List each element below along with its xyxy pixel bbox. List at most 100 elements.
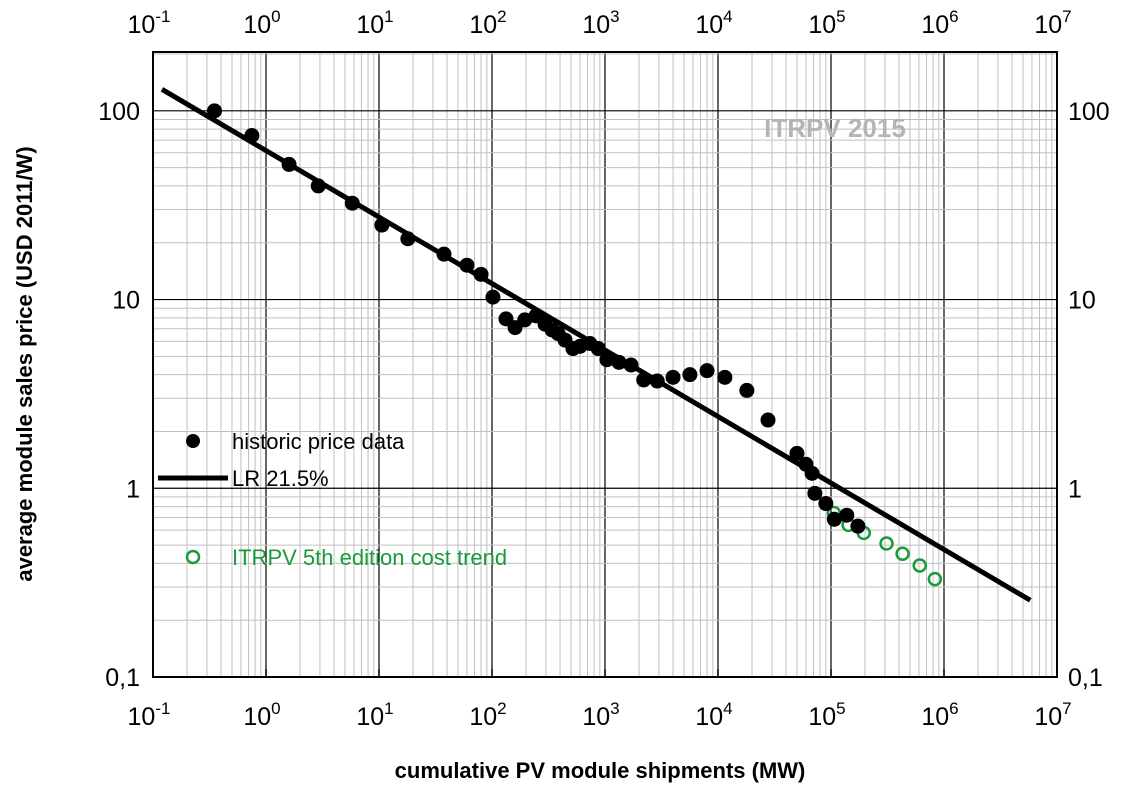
tick-exponent: 7: [1062, 699, 1071, 718]
tick-exponent: -1: [155, 699, 170, 718]
x-tick-label-top: 106: [921, 7, 958, 39]
historic-price-point: [682, 367, 698, 383]
y-tick-label-left: 0,1: [105, 664, 140, 692]
x-axis-label: cumulative PV module shipments (MW): [395, 758, 806, 783]
y-tick-label-right: 1: [1068, 475, 1082, 503]
tick-exponent: 4: [723, 7, 732, 26]
tick-exponent: 1: [384, 7, 393, 26]
historic-price-point: [374, 217, 390, 233]
tick-exponent: 5: [836, 7, 845, 26]
tick-base: 10: [695, 703, 723, 731]
y-axis-label: average module sales price (USD 2011/W): [12, 146, 37, 581]
historic-price-point: [839, 507, 855, 523]
tick-base: 10: [921, 11, 949, 39]
tick-base: 10: [1034, 703, 1062, 731]
x-tick-label-top: 101: [356, 7, 393, 39]
historic-price-point: [611, 354, 627, 370]
itrpv-cost-trend-point: [895, 546, 910, 561]
x-tick-label-top: 103: [582, 7, 619, 39]
tick-base: 10: [243, 703, 271, 731]
historic-price-point: [400, 231, 416, 247]
x-tick-label-bottom: 106: [921, 699, 958, 731]
itrpv-cost-trend-point: [879, 536, 894, 551]
tick-exponent: 5: [836, 699, 845, 718]
historic-price-point: [244, 128, 260, 144]
x-tick-label-bottom: 10-1: [128, 699, 171, 731]
x-tick-label-top: 105: [808, 7, 845, 39]
historic-price-point: [473, 266, 489, 282]
tick-exponent: -1: [155, 7, 170, 26]
y-tick-label-right: 0,1: [1068, 664, 1103, 692]
y-tick-label-right: 100: [1068, 98, 1110, 126]
y-tick-label-right: 10: [1068, 287, 1096, 315]
tick-exponent: 3: [610, 7, 619, 26]
x-tick-label-bottom: 101: [356, 699, 393, 731]
legend: historic price data LR 21.5% ITRPV 5th e…: [158, 429, 507, 570]
itrpv-cost-trend-point: [912, 558, 927, 573]
y-tick-label-left: 100: [98, 98, 140, 126]
legend-label-historic: historic price data: [232, 429, 405, 454]
itrpv-cost-trend-point: [927, 571, 943, 587]
x-tick-label-top: 100: [243, 7, 280, 39]
tick-exponent: 1: [384, 699, 393, 718]
x-tick-label-bottom: 104: [695, 699, 732, 731]
historic-price-point: [739, 382, 755, 398]
tick-base: 10: [356, 703, 384, 731]
x-tick-label-bottom: 107: [1034, 699, 1071, 731]
tick-base: 10: [582, 703, 610, 731]
ticks: 10-110-110010010110110210210310310410410…: [98, 7, 1109, 731]
tick-base: 10: [356, 11, 384, 39]
historic-price-point: [818, 496, 834, 512]
tick-base: 10: [808, 11, 836, 39]
y-tick-label-left: 1: [126, 475, 140, 503]
tick-base: 10: [808, 703, 836, 731]
tick-base: 10: [469, 703, 497, 731]
historic-price-point: [599, 352, 615, 368]
tick-exponent: 6: [949, 7, 958, 26]
historic-price-point: [665, 369, 681, 385]
historic-price-point: [206, 103, 222, 119]
historic-price-point: [281, 156, 297, 172]
tick-exponent: 0: [271, 699, 280, 718]
historic-price-point: [623, 357, 639, 373]
tick-exponent: 3: [610, 699, 619, 718]
x-tick-label-top: 107: [1034, 7, 1071, 39]
tick-base: 10: [128, 11, 156, 39]
x-tick-label-bottom: 102: [469, 699, 506, 731]
historic-price-point: [459, 257, 475, 273]
historic-price-point: [807, 485, 823, 501]
tick-exponent: 2: [497, 7, 506, 26]
x-tick-label-bottom: 100: [243, 699, 280, 731]
tick-exponent: 7: [1062, 7, 1071, 26]
tick-exponent: 4: [723, 699, 732, 718]
historic-price-point: [344, 195, 360, 211]
legend-label-lr: LR 21.5%: [232, 466, 329, 491]
y-tick-label-left: 10: [112, 287, 140, 315]
tick-exponent: 6: [949, 699, 958, 718]
x-tick-label-bottom: 105: [808, 699, 845, 731]
x-tick-label-bottom: 103: [582, 699, 619, 731]
tick-base: 10: [695, 11, 723, 39]
historic-price-point: [789, 445, 805, 461]
historic-price-point: [436, 246, 452, 262]
historic-price-point: [310, 178, 326, 194]
historic-price-point: [760, 412, 776, 428]
tick-exponent: 0: [271, 7, 280, 26]
historic-price-point: [826, 511, 842, 527]
x-tick-label-top: 104: [695, 7, 732, 39]
tick-base: 10: [243, 11, 271, 39]
historic-price-point: [717, 369, 733, 385]
tick-exponent: 2: [497, 699, 506, 718]
legend-label-itrpv: ITRPV 5th edition cost trend: [232, 545, 507, 570]
legend-marker-historic: [186, 434, 200, 448]
historic-price-point: [485, 289, 501, 305]
historic-price-point: [649, 373, 665, 389]
historic-price-point: [850, 518, 866, 534]
x-tick-label-top: 102: [469, 7, 506, 39]
tick-base: 10: [1034, 11, 1062, 39]
marks: [160, 87, 1032, 603]
x-tick-label-top: 10-1: [128, 7, 171, 39]
historic-price-point: [804, 465, 820, 481]
